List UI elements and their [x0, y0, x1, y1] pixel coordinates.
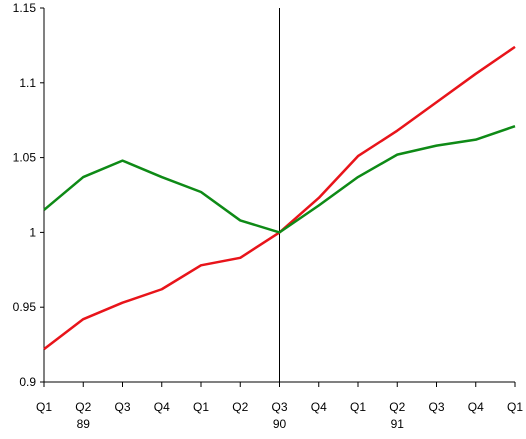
x-tick-label: Q4 — [468, 400, 484, 414]
y-tick-label: 1.1 — [19, 76, 36, 90]
y-tick-label: 1.05 — [13, 151, 37, 165]
x-tick-label: Q3 — [114, 400, 130, 414]
y-tick-label: 1 — [29, 225, 36, 239]
x-tick-label: Q3 — [428, 400, 444, 414]
series-lines — [43, 45, 516, 351]
x-tick-label: Q1 — [507, 400, 523, 414]
series-line-2 — [43, 125, 516, 234]
x-tick-label: Q1 — [36, 400, 52, 414]
x-tick-label: Q2 — [389, 400, 405, 414]
y-tick-label: 0.95 — [13, 300, 37, 314]
x-tick-label: Q3 — [271, 400, 287, 414]
year-label: 91 — [391, 417, 405, 431]
year-label: 89 — [77, 417, 91, 431]
y-tick-labels: 0.9 0.95 1 1.05 1.1 1.15 — [13, 1, 37, 389]
y-tick-label: 1.15 — [13, 1, 37, 15]
year-label: 90 — [273, 417, 287, 431]
y-tick-label: 0.9 — [19, 375, 36, 389]
x-tick-label: Q1 — [193, 400, 209, 414]
x-tick-label: Q4 — [154, 400, 170, 414]
year-labels: 89 90 91 — [77, 417, 405, 431]
x-tick-label: Q4 — [311, 400, 327, 414]
x-tick-label: Q2 — [75, 400, 91, 414]
x-tick-labels: Q1 Q2 Q3 Q4 Q1 Q2 Q3 Q4 Q1 Q2 Q3 Q4 Q1 — [36, 400, 523, 414]
chart-axes — [40, 7, 516, 387]
x-tick-label: Q1 — [350, 400, 366, 414]
x-tick-label: Q2 — [232, 400, 248, 414]
